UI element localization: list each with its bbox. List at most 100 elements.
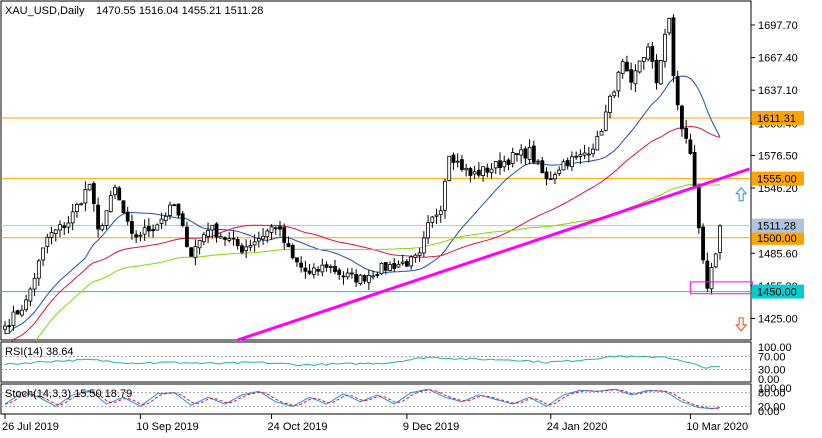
candle-body bbox=[49, 232, 54, 238]
candle-body bbox=[3, 325, 7, 330]
candle-body bbox=[256, 238, 261, 242]
candle-body bbox=[586, 153, 591, 156]
candle-body bbox=[485, 167, 490, 173]
candle-body bbox=[506, 159, 511, 165]
candle-body bbox=[498, 160, 502, 169]
candle-body bbox=[45, 236, 50, 247]
candle-body bbox=[413, 254, 418, 258]
candle-body bbox=[138, 234, 143, 237]
candle-body bbox=[434, 214, 439, 217]
candle-body bbox=[206, 229, 210, 237]
candle-body bbox=[172, 204, 177, 207]
candle-body bbox=[430, 216, 435, 223]
ohlc-readout: 1470.55 1516.04 1455.21 1511.28 bbox=[96, 5, 263, 17]
candle-body bbox=[303, 267, 308, 272]
candle-body bbox=[646, 46, 650, 60]
candle-body bbox=[371, 275, 375, 278]
stoch-tick-label: 20.00 bbox=[758, 401, 786, 413]
candle-body bbox=[261, 235, 265, 240]
candle-body bbox=[553, 174, 557, 180]
stoch-signal-series bbox=[4, 389, 721, 409]
x-tick-label: 24 Oct 2019 bbox=[268, 421, 328, 433]
candle-body bbox=[58, 224, 62, 231]
y-tick-label: 1485.60 bbox=[758, 248, 798, 260]
rsi-series bbox=[4, 355, 721, 369]
candle-body bbox=[345, 272, 350, 278]
candle-body bbox=[100, 225, 105, 231]
candle-body bbox=[455, 160, 460, 163]
candle-body bbox=[396, 263, 401, 268]
candle-body bbox=[680, 105, 684, 130]
candle-body bbox=[66, 222, 71, 228]
candle-body bbox=[388, 264, 392, 271]
candle-body bbox=[240, 245, 244, 253]
candle-body bbox=[125, 211, 130, 222]
candle-body bbox=[671, 17, 676, 77]
candle-body bbox=[337, 269, 342, 275]
candle-body bbox=[87, 183, 92, 191]
rsi-line bbox=[4, 355, 721, 369]
candle-body bbox=[438, 210, 443, 215]
level-tag-label: 1500.00 bbox=[757, 233, 797, 245]
candle-body bbox=[24, 299, 29, 311]
candle-body bbox=[62, 225, 67, 229]
candle-body bbox=[7, 325, 12, 328]
candle-body bbox=[324, 264, 329, 268]
candle-body bbox=[544, 171, 549, 180]
level-tags: 1611.31 1555.00 1500.00 1450.00 1511.28 bbox=[752, 110, 804, 299]
candle-body bbox=[282, 227, 287, 243]
rsi-label: RSI(14) 38.64 bbox=[5, 346, 73, 358]
x-tick-label: 24 Jan 2020 bbox=[547, 421, 608, 433]
y-tick-label: 1546.20 bbox=[758, 183, 798, 195]
candle-body bbox=[599, 131, 604, 136]
candle-body bbox=[350, 272, 354, 275]
candle-body bbox=[709, 267, 714, 290]
candle-body bbox=[155, 224, 160, 231]
candle-body bbox=[574, 155, 579, 158]
candle-body bbox=[197, 239, 202, 249]
candle-body bbox=[688, 139, 693, 154]
candles bbox=[3, 14, 722, 335]
candle-body bbox=[409, 256, 414, 267]
candle-body bbox=[603, 111, 608, 131]
level-tag-bg bbox=[752, 284, 804, 299]
trendline bbox=[237, 167, 751, 342]
candle-body bbox=[481, 166, 485, 177]
candle-body bbox=[11, 311, 16, 326]
candle-body bbox=[447, 155, 452, 181]
candle-body bbox=[235, 239, 240, 247]
candle-body bbox=[476, 169, 481, 176]
candle-body bbox=[366, 274, 371, 283]
candle-body bbox=[185, 226, 189, 247]
candle-body bbox=[464, 168, 469, 171]
candle-body bbox=[265, 230, 270, 238]
candle-body bbox=[570, 156, 574, 168]
candle-body bbox=[654, 59, 659, 84]
down-arrow-icon bbox=[735, 317, 748, 332]
candle-body bbox=[307, 270, 312, 274]
candle-body bbox=[696, 186, 701, 229]
candle-body bbox=[223, 237, 227, 240]
x-tick-label: 10 Sep 2019 bbox=[136, 421, 198, 433]
candle-body bbox=[684, 128, 689, 139]
level-tag-bg bbox=[752, 230, 804, 245]
candle-body bbox=[53, 229, 58, 234]
candle-body bbox=[311, 267, 316, 275]
candle-body bbox=[641, 57, 646, 62]
rsi-tick-label: 70.00 bbox=[758, 352, 786, 364]
candle-body bbox=[612, 91, 617, 97]
level-tag-label: 1555.00 bbox=[757, 174, 797, 186]
candle-body bbox=[210, 224, 215, 231]
candle-body bbox=[379, 262, 384, 275]
candle-body bbox=[218, 236, 223, 239]
candle-body bbox=[20, 309, 24, 316]
candle-body bbox=[163, 215, 168, 222]
candle-body bbox=[421, 237, 426, 254]
candle-body bbox=[531, 145, 536, 163]
y-tick-label: 1667.40 bbox=[758, 53, 798, 65]
candle-body bbox=[168, 204, 172, 216]
candle-body bbox=[557, 169, 562, 174]
candle-body bbox=[515, 153, 519, 155]
stoch-tick-label: 0.00 bbox=[758, 406, 779, 418]
candle-body bbox=[400, 261, 405, 264]
